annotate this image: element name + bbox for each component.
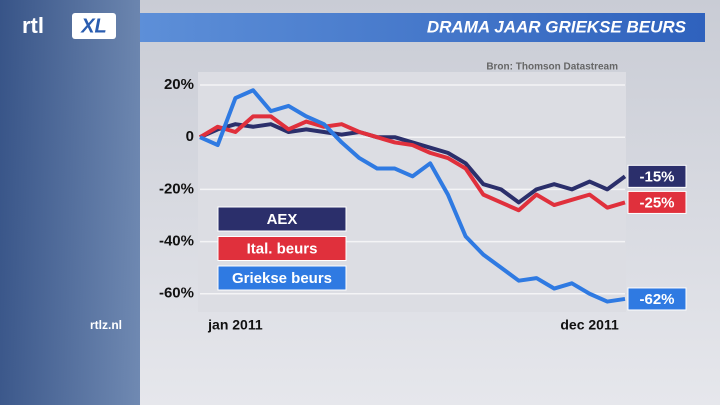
title-bar bbox=[140, 13, 705, 42]
y-tick-label: -20% bbox=[159, 180, 194, 197]
legend-swatch bbox=[217, 236, 347, 261]
legend-label: Ital. beurs bbox=[247, 240, 318, 257]
website: rtlz.nl bbox=[90, 318, 122, 332]
legend-label: AEX bbox=[267, 211, 298, 228]
end-label: -25% bbox=[639, 194, 674, 211]
legend-label: Griekse beurs bbox=[232, 270, 332, 287]
x-tick-label: jan 2011 bbox=[207, 317, 263, 333]
side-panel bbox=[0, 0, 140, 405]
y-tick-label: 20% bbox=[164, 76, 194, 93]
y-tick-label: -60% bbox=[159, 285, 194, 302]
chart-title: DRAMA JAAR GRIEKSE BEURS bbox=[427, 17, 687, 36]
legend-swatch bbox=[217, 206, 347, 232]
source: Bron: Thomson Datastream bbox=[486, 62, 618, 73]
logo-box bbox=[72, 13, 116, 39]
legend-swatch bbox=[217, 265, 347, 291]
y-tick-label: 0 bbox=[186, 128, 194, 145]
end-label-box bbox=[627, 164, 687, 188]
logo-xl: XL bbox=[80, 15, 107, 37]
end-label-box bbox=[627, 287, 687, 311]
end-label-box bbox=[627, 190, 687, 214]
end-label: -15% bbox=[639, 168, 674, 185]
x-tick-label: dec 2011 bbox=[560, 317, 619, 333]
logo-rtl: rtl bbox=[22, 13, 44, 38]
line bbox=[198, 114, 626, 213]
line bbox=[199, 122, 627, 205]
end-label: -62% bbox=[639, 291, 674, 308]
line bbox=[199, 88, 626, 304]
y-tick-label: -40% bbox=[159, 233, 194, 250]
